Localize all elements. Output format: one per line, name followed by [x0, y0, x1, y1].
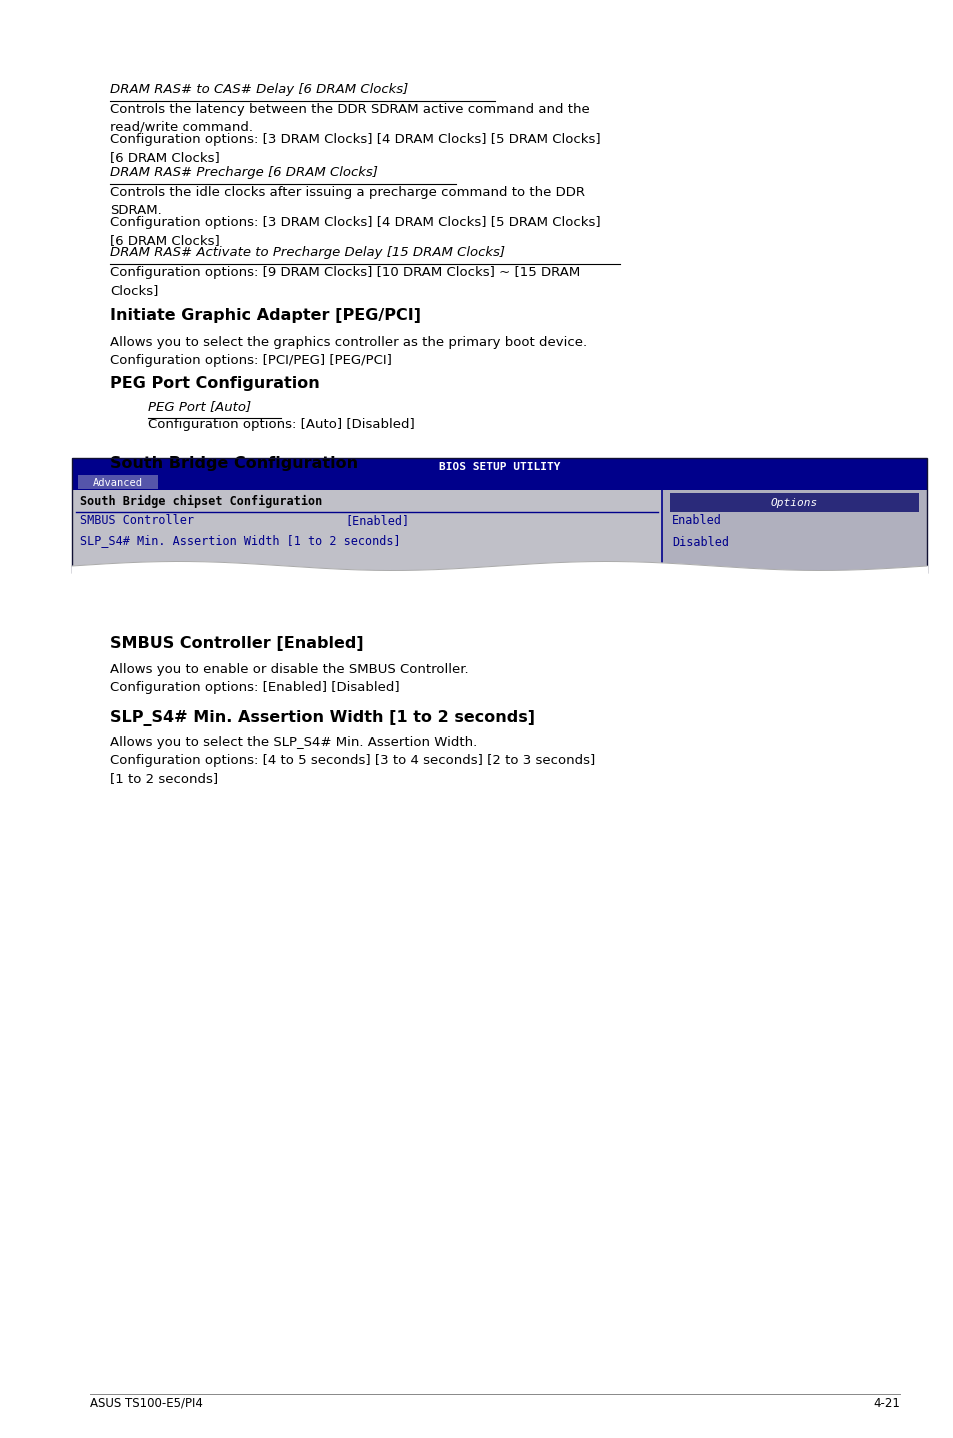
Text: South Bridge chipset Configuration: South Bridge chipset Configuration [80, 495, 322, 508]
Text: SMBUS Controller: SMBUS Controller [80, 513, 193, 526]
Text: Configuration options: [3 DRAM Clocks] [4 DRAM Clocks] [5 DRAM Clocks]
[6 DRAM C: Configuration options: [3 DRAM Clocks] [… [110, 132, 600, 164]
Text: PEG Port Configuration: PEG Port Configuration [110, 375, 319, 391]
Bar [71, 457, 926, 572]
Text: Controls the idle clocks after issuing a precharge command to the DDR
SDRAM.: Controls the idle clocks after issuing a… [110, 186, 584, 217]
Bar [71, 475, 926, 490]
Text: DRAM RAS# Activate to Precharge Delay [15 DRAM Clocks]: DRAM RAS# Activate to Precharge Delay [1… [110, 246, 504, 259]
Text: SMBUS Controller [Enabled]: SMBUS Controller [Enabled] [110, 636, 363, 651]
Text: DRAM RAS# to CAS# Delay [6 DRAM Clocks]: DRAM RAS# to CAS# Delay [6 DRAM Clocks] [110, 83, 408, 96]
Text: South Bridge Configuration: South Bridge Configuration [110, 456, 357, 472]
Text: Configuration options: [3 DRAM Clocks] [4 DRAM Clocks] [5 DRAM Clocks]
[6 DRAM C: Configuration options: [3 DRAM Clocks] [… [110, 216, 600, 247]
Text: Advanced: Advanced [92, 477, 143, 487]
Text: 4-21: 4-21 [872, 1396, 899, 1411]
Text: Allows you to select the SLP_S4# Min. Assertion Width.
Configuration options: [4: Allows you to select the SLP_S4# Min. As… [110, 736, 595, 785]
Text: DRAM RAS# Precharge [6 DRAM Clocks]: DRAM RAS# Precharge [6 DRAM Clocks] [110, 165, 377, 178]
Text: Controls the latency between the DDR SDRAM active command and the
read/write com: Controls the latency between the DDR SDR… [110, 104, 589, 134]
Text: Enabled
Disabled: Enabled Disabled [671, 513, 728, 549]
Text: Options: Options [770, 498, 818, 508]
Text: PEG Port [Auto]: PEG Port [Auto] [148, 400, 251, 413]
Text: [Enabled]: [Enabled] [345, 513, 409, 526]
Text: Configuration options: [Auto] [Disabled]: Configuration options: [Auto] [Disabled] [148, 418, 415, 431]
Text: SLP_S4# Min. Assertion Width [1 to 2 seconds]: SLP_S4# Min. Assertion Width [1 to 2 sec… [110, 710, 535, 726]
Text: ASUS TS100-E5/PI4: ASUS TS100-E5/PI4 [90, 1396, 203, 1411]
Text: Initiate Graphic Adapter [PEG/PCI]: Initiate Graphic Adapter [PEG/PCI] [110, 308, 420, 324]
Bar [71, 457, 926, 475]
Text: Allows you to enable or disable the SMBUS Controller.
Configuration options: [En: Allows you to enable or disable the SMBU… [110, 663, 468, 695]
Text: Allows you to select the graphics controller as the primary boot device.
Configu: Allows you to select the graphics contro… [110, 336, 586, 367]
Bar [661, 490, 926, 572]
Bar [78, 475, 158, 489]
Text: Configuration options: [9 DRAM Clocks] [10 DRAM Clocks] ~ [15 DRAM
Clocks]: Configuration options: [9 DRAM Clocks] [… [110, 266, 579, 298]
Text: BIOS SETUP UTILITY: BIOS SETUP UTILITY [438, 462, 559, 472]
Text: SLP_S4# Min. Assertion Width [1 to 2 seconds]: SLP_S4# Min. Assertion Width [1 to 2 sec… [80, 533, 400, 546]
Bar [71, 490, 926, 572]
Bar [669, 493, 918, 512]
